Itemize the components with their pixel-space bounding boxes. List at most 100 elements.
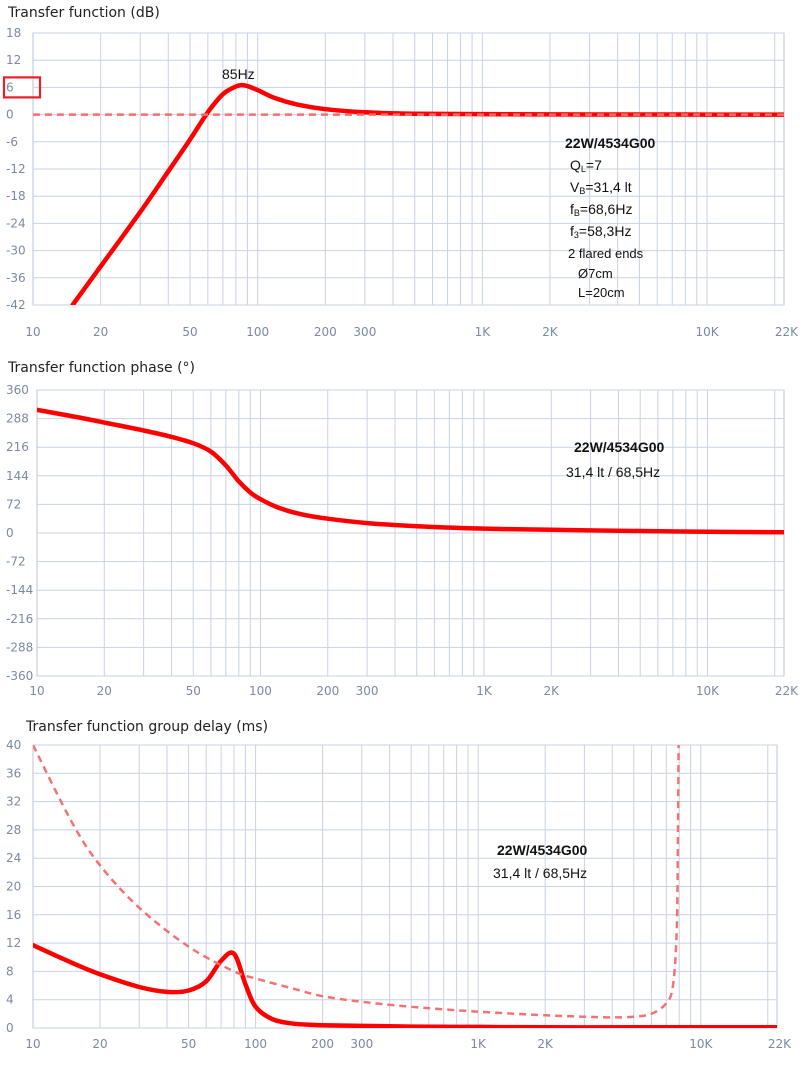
annotation-text: L=20cm bbox=[578, 285, 625, 300]
x-tick-label: 300 bbox=[350, 1037, 373, 1051]
x-tick-label: 1K bbox=[475, 325, 492, 339]
y-tick-label: 12 bbox=[6, 936, 21, 950]
y-tick-label: -24 bbox=[6, 216, 26, 230]
annotation-text: Ø7cm bbox=[578, 266, 613, 281]
x-tick-label: 200 bbox=[311, 1037, 334, 1051]
annotation-text: f3=58,3Hz bbox=[570, 223, 631, 240]
annotation-text: 22W/4534G00 bbox=[497, 842, 587, 858]
annotation-text: 22W/4534G00 bbox=[574, 439, 664, 455]
y-tick-label: -30 bbox=[6, 244, 26, 258]
annotation-main: f bbox=[570, 223, 574, 239]
x-tick-label: 20 bbox=[93, 325, 108, 339]
y-tick-label: 12 bbox=[6, 53, 21, 67]
y-tick-label: -288 bbox=[6, 640, 33, 654]
annotation-subscript: B bbox=[574, 208, 580, 218]
y-tick-label: 0 bbox=[6, 1021, 14, 1035]
annotation-subscript: 3 bbox=[574, 230, 579, 240]
annotation-subscript: L bbox=[581, 164, 586, 174]
y-tick-label: 288 bbox=[6, 412, 29, 426]
highlight-box bbox=[2, 76, 42, 99]
chart-title: Transfer function group delay (ms) bbox=[25, 719, 268, 735]
series-line-2-dashed bbox=[33, 745, 680, 1019]
x-tick-label: 2K bbox=[537, 1037, 554, 1051]
chart-1: Transfer function (dB) 18 12 6 0 -6 -12 -18 -24 -… bbox=[2, 5, 799, 339]
x-tick-label: 10 bbox=[25, 325, 40, 339]
x-tick-label: 1K bbox=[476, 684, 493, 698]
x-tick-label: 200 bbox=[314, 325, 337, 339]
x-tick-label: 10 bbox=[25, 1037, 40, 1051]
annotation-rest: =68,6Hz bbox=[580, 201, 633, 217]
x-tick-label: 300 bbox=[356, 684, 379, 698]
y-tick-label: 8 bbox=[6, 964, 14, 978]
y-tick-label: -360 bbox=[6, 669, 33, 683]
x-tick-label: 22K bbox=[775, 684, 799, 698]
annotation-text: 85Hz bbox=[222, 66, 255, 82]
y-tick-label: 144 bbox=[6, 469, 29, 483]
x-tick-label: 50 bbox=[186, 684, 201, 698]
chart-3: Transfer function group delay (ms)403632… bbox=[6, 719, 792, 1051]
annotation-text: VB=31,4 lt bbox=[570, 179, 632, 196]
annotation-main: V bbox=[570, 179, 580, 195]
y-tick-label: 20 bbox=[6, 880, 21, 894]
y-tick-label: -12 bbox=[6, 162, 26, 176]
annotation-text: 2 flared ends bbox=[568, 246, 644, 261]
y-tick-label: -6 bbox=[6, 135, 18, 149]
y-tick-label: 40 bbox=[6, 738, 21, 752]
annotation-rest: =7 bbox=[586, 157, 602, 173]
grid-lines bbox=[33, 32, 784, 306]
x-tick-label: 10K bbox=[696, 684, 720, 698]
y-tick-label: 6 bbox=[6, 80, 14, 94]
x-tick-label: 300 bbox=[353, 325, 376, 339]
x-tick-label: 20 bbox=[97, 684, 112, 698]
annotation-main: f bbox=[570, 201, 574, 217]
annotation-subscript: B bbox=[579, 186, 585, 196]
x-tick-label: 22K bbox=[775, 325, 799, 339]
y-tick-label: 216 bbox=[6, 440, 29, 454]
y-tick-label: 36 bbox=[6, 766, 21, 780]
annotation-text: 31,4 lt / 68,5Hz bbox=[493, 865, 587, 881]
annotation-rest: =58,3Hz bbox=[579, 223, 632, 239]
annotation-text: fB=68,6Hz bbox=[570, 201, 632, 218]
y-tick-label: 4 bbox=[6, 993, 14, 1007]
x-tick-label: 10K bbox=[689, 1037, 713, 1051]
y-tick-label: -144 bbox=[6, 583, 33, 597]
x-tick-label: 2K bbox=[544, 684, 561, 698]
chart-2: Transfer function phase (°) 360 288 216 144 7… bbox=[6, 360, 799, 698]
y-tick-label: -18 bbox=[6, 189, 26, 203]
y-tick-label: 72 bbox=[6, 497, 21, 511]
y-tick-label: 18 bbox=[6, 26, 21, 40]
y-tick-label: -72 bbox=[6, 555, 26, 569]
annotation-main: Q bbox=[570, 157, 581, 173]
y-tick-label: 0 bbox=[6, 108, 14, 122]
y-tick-label: 28 bbox=[6, 823, 21, 837]
y-tick-label: 24 bbox=[6, 851, 21, 865]
x-tick-label: 2K bbox=[542, 325, 559, 339]
x-tick-label: 50 bbox=[182, 325, 197, 339]
x-tick-label: 100 bbox=[244, 1037, 267, 1051]
y-tick-label: 32 bbox=[6, 795, 21, 809]
x-tick-label: 20 bbox=[92, 1037, 107, 1051]
y-tick-label: -42 bbox=[6, 298, 26, 312]
grid-lines bbox=[33, 744, 777, 1029]
annotation-text: 22W/4534G00 bbox=[565, 135, 655, 151]
x-tick-label: 100 bbox=[246, 325, 269, 339]
y-tick-label: -216 bbox=[6, 612, 33, 626]
x-tick-label: 1K bbox=[470, 1037, 487, 1051]
x-tick-label: 50 bbox=[181, 1037, 196, 1051]
series-line-1-solid bbox=[33, 942, 777, 1028]
chart-title: Transfer function phase (°) bbox=[7, 360, 195, 376]
x-tick-label: 22K bbox=[768, 1037, 792, 1051]
y-tick-label: 360 bbox=[6, 383, 29, 397]
y-tick-label: 0 bbox=[6, 526, 14, 540]
series-line-1-solid bbox=[37, 407, 784, 535]
annotation-text: QL=7 bbox=[570, 157, 602, 174]
annotation-rest: =31,4 lt bbox=[585, 179, 631, 195]
x-tick-label: 100 bbox=[249, 684, 272, 698]
chart-title: Transfer function (dB) bbox=[7, 5, 160, 21]
y-tick-label: 16 bbox=[6, 908, 21, 922]
annotation-text: 31,4 lt / 68,5Hz bbox=[566, 464, 660, 480]
y-tick-label: -36 bbox=[6, 271, 26, 285]
x-tick-label: 10 bbox=[29, 684, 44, 698]
x-tick-label: 10K bbox=[695, 325, 719, 339]
